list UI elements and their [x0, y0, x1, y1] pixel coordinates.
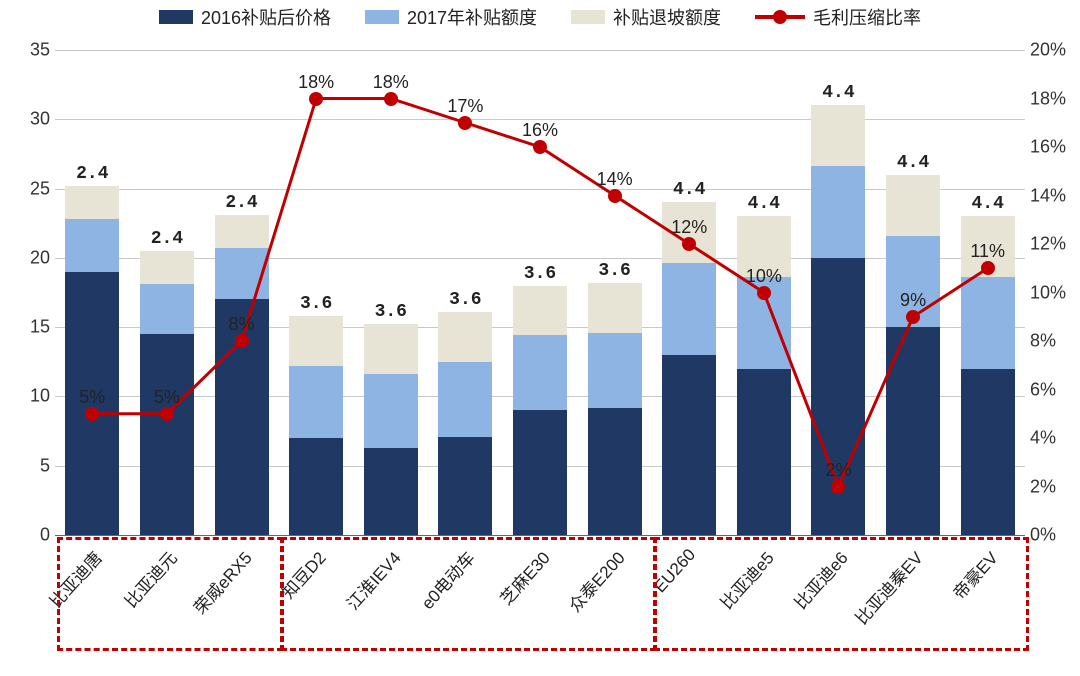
legend-item-s1: 2016补贴后价格 [159, 4, 331, 30]
y-right-tick-label: 8% [1030, 331, 1080, 352]
legend-item-s3: 补贴退坡额度 [571, 4, 721, 30]
line-point-label: 16% [522, 120, 558, 141]
line-point [384, 92, 398, 106]
line-point-label: 5% [154, 387, 180, 408]
legend-label-s4: 毛利压缩比率 [813, 4, 921, 30]
line-point [831, 480, 845, 494]
line-point-label: 8% [229, 314, 255, 335]
y-right-tick-label: 12% [1030, 234, 1080, 255]
y-right-tick-label: 4% [1030, 428, 1080, 449]
category-group-box [654, 537, 1028, 651]
legend-label-s3: 补贴退坡额度 [613, 4, 721, 30]
line-point-label: 11% [970, 241, 1005, 262]
legend: 2016补贴后价格 2017年补贴额度 补贴退坡额度 毛利压缩比率 [0, 4, 1080, 30]
line-point [458, 116, 472, 130]
line-point-label: 2% [825, 460, 851, 481]
y-left-tick-label: 15 [0, 317, 50, 338]
line-point-label: 18% [298, 72, 334, 93]
line-point [906, 310, 920, 324]
legend-dot-icon [773, 10, 787, 24]
y-right-tick-label: 16% [1030, 137, 1080, 158]
line-point [533, 140, 547, 154]
line-point [85, 407, 99, 421]
legend-line-swatch [755, 15, 805, 19]
line-point-label: 14% [597, 169, 633, 190]
y-left-tick-label: 25 [0, 178, 50, 199]
line-point [608, 189, 622, 203]
category-group-box [57, 537, 282, 651]
gridline [55, 535, 1025, 536]
legend-swatch-s2 [365, 10, 399, 24]
line-point [309, 92, 323, 106]
legend-label-s2: 2017年补贴额度 [407, 4, 537, 30]
y-right-tick-label: 2% [1030, 476, 1080, 497]
legend-item-s2: 2017年补贴额度 [365, 4, 537, 30]
line-point-label: 12% [671, 217, 707, 238]
y-left-tick-label: 35 [0, 40, 50, 61]
y-left-tick-label: 30 [0, 109, 50, 130]
y-right-tick-label: 10% [1030, 282, 1080, 303]
y-right-tick-label: 20% [1030, 40, 1080, 61]
legend-item-s4: 毛利压缩比率 [755, 4, 921, 30]
line-point-label: 9% [900, 290, 926, 311]
line-point [981, 261, 995, 275]
line-point-label: 18% [373, 72, 409, 93]
y-right-tick-label: 6% [1030, 379, 1080, 400]
category-group-box [281, 537, 655, 651]
y-left-tick-label: 0 [0, 525, 50, 546]
line-point [160, 407, 174, 421]
line-point [235, 334, 249, 348]
chart-area: 0 5 10 15 20 25 30 35 0% 2% 4% 6% 8% 10% 12% 14% 16% 18% 2… [0, 30, 1080, 590]
line-point [757, 286, 771, 300]
plot-area: 051015202530350%2%4%6%8%10%12%14%16%18%2… [55, 50, 1025, 535]
legend-swatch-s1 [159, 10, 193, 24]
y-left-tick-label: 5 [0, 455, 50, 476]
line-point [682, 237, 696, 251]
y-right-tick-label: 18% [1030, 88, 1080, 109]
y-right-tick-label: 14% [1030, 185, 1080, 206]
line-point-label: 5% [79, 387, 105, 408]
line-point-label: 17% [447, 96, 483, 117]
y-left-tick-label: 20 [0, 247, 50, 268]
legend-swatch-s3 [571, 10, 605, 24]
line-point-label: 10% [746, 266, 782, 287]
y-right-tick-label: 0% [1030, 525, 1080, 546]
y-left-tick-label: 10 [0, 386, 50, 407]
legend-label-s1: 2016补贴后价格 [201, 4, 331, 30]
